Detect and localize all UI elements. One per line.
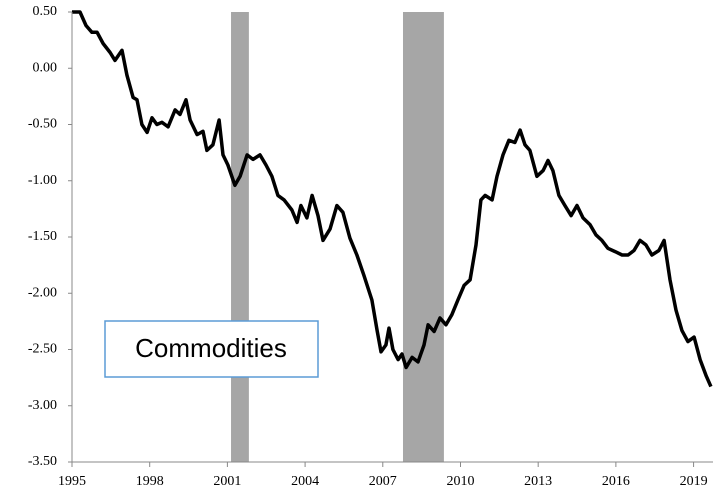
x-tick-label: 2007: [369, 474, 397, 489]
line: [72, 10, 713, 388]
annotation: Commodities: [135, 333, 287, 363]
y-tick-label: -3.50: [28, 454, 57, 469]
x-tick-label: 2001: [213, 474, 241, 489]
shading-layer: [231, 12, 444, 462]
y-tick-label: -2.50: [28, 342, 57, 357]
x-tick-label: 2016: [602, 474, 630, 489]
recession-band: [402, 12, 444, 462]
x-tick-label: 1995: [58, 474, 86, 489]
x-tick-label: 2004: [291, 474, 319, 489]
y-tick-label: -1.50: [28, 229, 57, 244]
y-tick-label: -3.00: [28, 398, 57, 413]
recession-band: [231, 12, 249, 462]
x-tick-label: 2010: [446, 474, 474, 489]
y-tick-label: -1.00: [28, 173, 57, 188]
line-layer: [72, 10, 713, 388]
y-tick-label: -0.50: [28, 117, 57, 132]
x-tick-label: 2013: [524, 474, 552, 489]
annotation-box: [104, 320, 319, 378]
y-tick-label: 0.00: [33, 60, 58, 75]
y-tick-label: -2.00: [28, 285, 57, 300]
y-tick-label: 0.50: [33, 4, 58, 19]
x-tick-label: 1998: [136, 474, 164, 489]
x-tick-label: 2019: [680, 474, 708, 489]
